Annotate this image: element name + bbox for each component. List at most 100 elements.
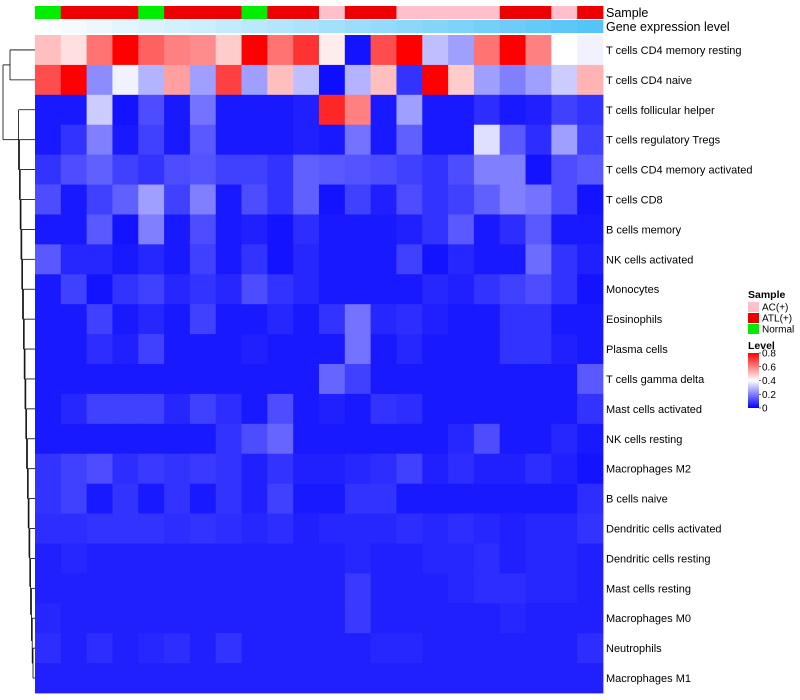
heatmap-cell	[215, 633, 242, 664]
heatmap-cell	[422, 64, 449, 96]
row-label: Macrophages M0	[606, 613, 691, 625]
heatmap-cell	[422, 364, 449, 395]
heatmap-cell	[241, 124, 268, 156]
heatmap-cell	[138, 214, 165, 245]
heatmap-cell	[577, 64, 604, 96]
heatmap-cell	[215, 304, 242, 335]
heatmap-cell	[319, 334, 346, 365]
heatmap-cell	[112, 603, 139, 634]
heatmap-cell	[60, 633, 88, 664]
heatmap-cell	[551, 244, 578, 275]
heatmap-cell	[35, 603, 62, 634]
heatmap-cell	[86, 35, 113, 66]
heatmap-cell	[396, 513, 423, 544]
heatmap-cell	[319, 423, 346, 455]
expression-annotation-cell	[60, 20, 88, 33]
heatmap-cell	[189, 304, 217, 335]
sample-annotation-track	[35, 6, 604, 19]
heatmap-cell	[448, 94, 475, 126]
heatmap-cell	[112, 64, 139, 96]
heatmap-cell	[215, 274, 242, 305]
heatmap-cell	[215, 603, 242, 634]
expression-annotation-cell	[344, 20, 372, 33]
heatmap-cell	[396, 35, 423, 66]
heatmap-cell	[138, 543, 165, 574]
heatmap-cell	[241, 633, 268, 664]
heatmap-cell	[60, 64, 88, 96]
heatmap-cell	[319, 393, 346, 425]
heatmap-cell	[60, 543, 88, 574]
heatmap-cell	[473, 423, 501, 455]
heatmap-cell	[267, 35, 294, 66]
heatmap-cell	[551, 64, 578, 96]
row-label: Eosinophils	[606, 314, 663, 326]
heatmap-cell	[138, 453, 165, 485]
heatmap-cell	[448, 64, 475, 96]
heatmap-cell	[499, 543, 526, 574]
heatmap-cell	[370, 64, 397, 96]
heatmap-cell	[189, 64, 217, 96]
heatmap-cell	[241, 543, 268, 574]
heatmap-cell	[344, 184, 372, 215]
heatmap-cell	[138, 393, 165, 425]
heatmap-cell	[35, 304, 62, 335]
heatmap-cell	[344, 214, 372, 245]
heatmap-cell	[60, 573, 88, 604]
heatmap-cell	[370, 663, 397, 694]
heatmap-cell	[86, 453, 113, 485]
heatmap-cell	[396, 603, 423, 634]
heatmap-cell	[448, 633, 475, 664]
heatmap-cell	[189, 483, 217, 514]
heatmap-cell	[525, 304, 552, 335]
expression-annotation-cell	[319, 20, 346, 33]
heatmap-cell	[215, 364, 242, 395]
heatmap-cell	[293, 393, 320, 425]
heatmap-cell	[241, 483, 268, 514]
heatmap-cell	[267, 304, 294, 335]
sample-annotation-cell	[267, 6, 294, 19]
heatmap-cell	[499, 274, 526, 305]
heatmap-cell	[241, 453, 268, 485]
heatmap-cell	[370, 304, 397, 335]
row-label: NK cells resting	[606, 434, 682, 446]
heatmap-cell	[112, 393, 139, 425]
heatmap-cell	[189, 124, 217, 156]
expression-annotation-cell	[422, 20, 449, 33]
heatmap-cell	[164, 603, 191, 634]
heatmap-cell	[267, 573, 294, 604]
expression-annotation-cell	[189, 20, 217, 33]
heatmap-cell	[138, 124, 165, 156]
expression-annotation-cell	[112, 20, 139, 33]
heatmap-cell	[164, 154, 191, 185]
heatmap-cell	[267, 543, 294, 574]
heatmap-cell	[215, 483, 242, 514]
heatmap-cell	[344, 393, 372, 425]
heatmap-cell	[112, 483, 139, 514]
heatmap-cell	[60, 663, 88, 694]
heatmap-cell	[396, 304, 423, 335]
heatmap-cell	[164, 244, 191, 275]
row-label: Macrophages M2	[606, 464, 691, 476]
heatmap-cell	[189, 393, 217, 425]
heatmap-cells	[35, 35, 604, 694]
heatmap-cell	[319, 513, 346, 544]
sample-annotation-cell	[319, 6, 346, 19]
heatmap-cell	[189, 364, 217, 395]
heatmap-cell	[112, 274, 139, 305]
heatmap-cell	[448, 573, 475, 604]
heatmap-cell	[86, 633, 113, 664]
heatmap-cell	[448, 663, 475, 694]
heatmap-cell	[138, 573, 165, 604]
heatmap-cell	[370, 274, 397, 305]
heatmap-cell	[422, 393, 449, 425]
heatmap-cell	[396, 184, 423, 215]
heatmap-cell	[86, 64, 113, 96]
heatmap-cell	[112, 633, 139, 664]
heatmap-cell	[577, 543, 604, 574]
heatmap-cell	[551, 573, 578, 604]
heatmap-cell	[138, 154, 165, 185]
heatmap-cell	[422, 94, 449, 126]
legend: Sample AC(+)ATL(+)Normal Level 0.8 0.6 0.4…	[748, 289, 794, 415]
heatmap-cell	[422, 154, 449, 185]
heatmap-cell	[189, 663, 217, 694]
